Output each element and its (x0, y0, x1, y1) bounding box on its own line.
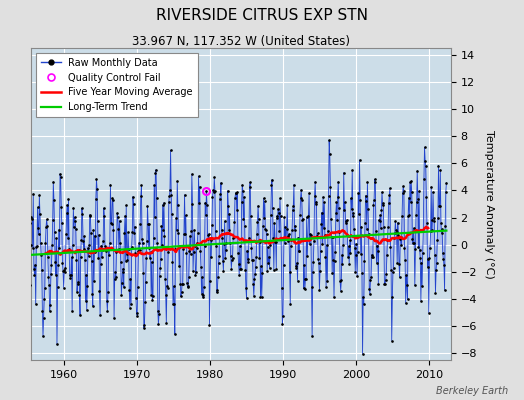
Text: Berkeley Earth: Berkeley Earth (436, 386, 508, 396)
Text: RIVERSIDE CITRUS EXP STN: RIVERSIDE CITRUS EXP STN (156, 8, 368, 23)
Title: 33.967 N, 117.352 W (United States): 33.967 N, 117.352 W (United States) (132, 35, 350, 48)
Legend: Raw Monthly Data, Quality Control Fail, Five Year Moving Average, Long-Term Tren: Raw Monthly Data, Quality Control Fail, … (36, 53, 198, 117)
Y-axis label: Temperature Anomaly (°C): Temperature Anomaly (°C) (484, 130, 494, 278)
